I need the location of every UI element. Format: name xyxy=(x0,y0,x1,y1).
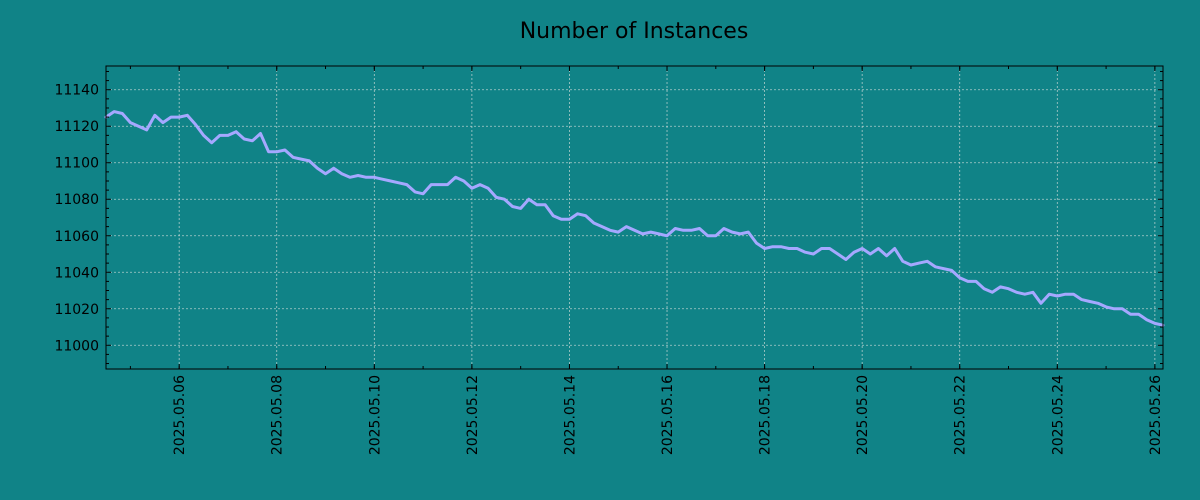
grid-lines xyxy=(106,66,1163,369)
y-tick-label: 11040 xyxy=(54,265,99,281)
x-tick-label: 2025.05.22 xyxy=(953,375,969,455)
y-tick-label: 11140 xyxy=(54,83,99,99)
x-tick-label: 2025.05.20 xyxy=(855,375,871,455)
axis-ticks xyxy=(106,66,1163,369)
y-tick-label: 11100 xyxy=(54,156,99,172)
x-tick-label: 2025.05.26 xyxy=(1148,375,1164,455)
x-tick-label: 2025.05.08 xyxy=(270,375,286,455)
x-tick-label: 2025.05.24 xyxy=(1050,375,1066,455)
y-tick-label: 11120 xyxy=(54,119,99,135)
x-tick-label: 2025.05.14 xyxy=(562,375,578,455)
y-tick-label: 11020 xyxy=(54,302,99,318)
x-tick-label: 2025.05.16 xyxy=(660,375,676,455)
series-line-0 xyxy=(104,110,1165,327)
series-lines xyxy=(104,110,1165,327)
x-tick-label: 2025.05.12 xyxy=(465,375,481,455)
y-tick-label: 11080 xyxy=(54,192,99,208)
chart-title: Number of Instances xyxy=(520,19,749,44)
plot-frame xyxy=(105,65,1164,370)
x-tick-label: 2025.05.18 xyxy=(758,375,774,455)
y-axis-tick-labels: 11000 11020 11040 11060 11080 11100 11120 11140 xyxy=(54,83,99,355)
x-tick-label: 2025.05.10 xyxy=(367,375,383,455)
y-tick-label: 11060 xyxy=(54,229,99,245)
x-axis-tick-labels: 2025.05.06 2025.05.08 2025.05.10 2025.05.12… xyxy=(172,375,1164,455)
x-tick-label: 2025.05.06 xyxy=(172,375,188,455)
y-tick-label: 11000 xyxy=(54,338,99,354)
